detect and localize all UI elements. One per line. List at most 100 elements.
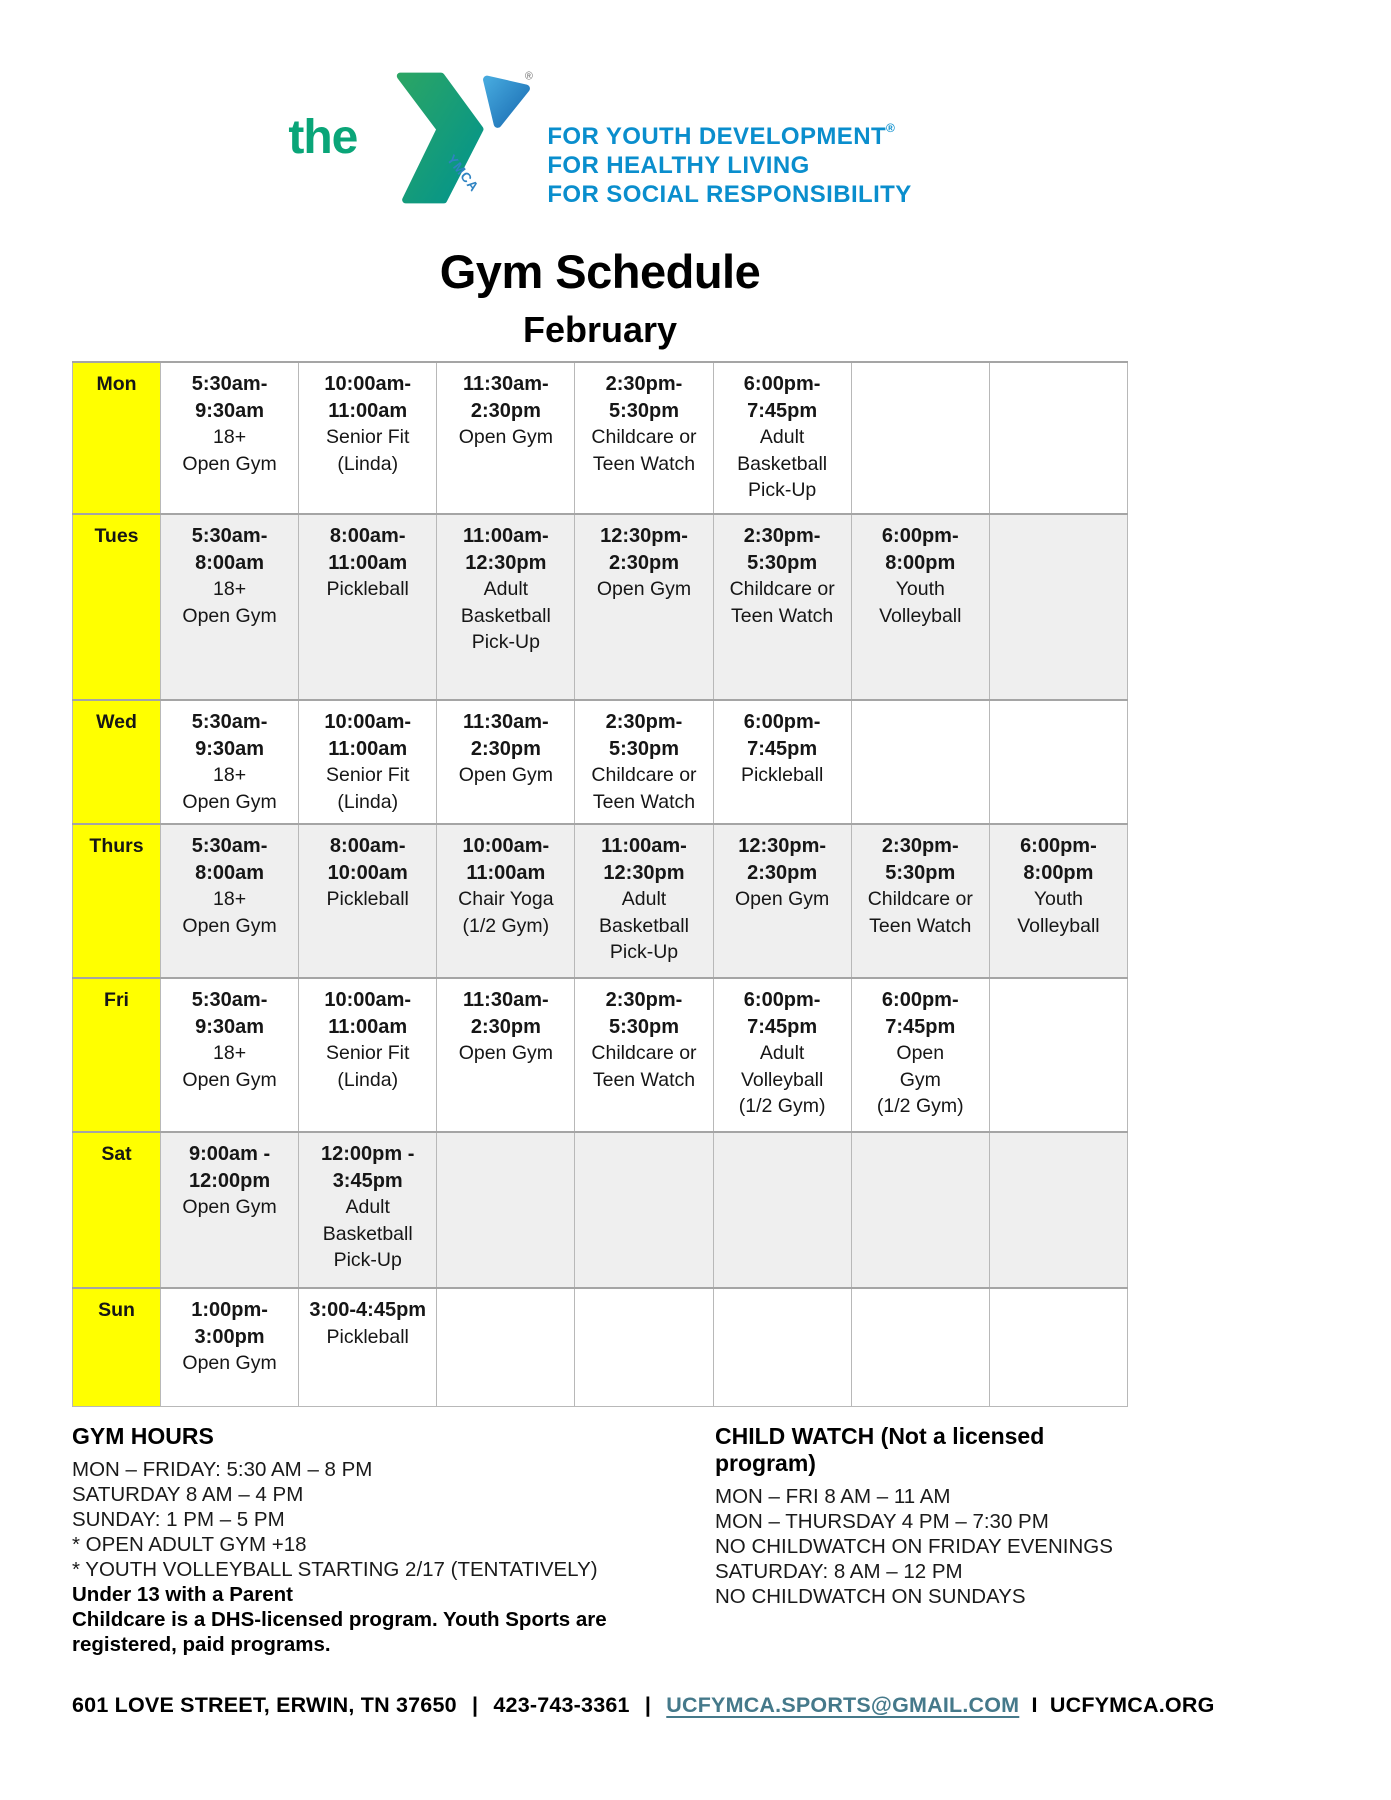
ymca-logo: the YMCA ® FOR YOUTH DEVELOPMENT® FOR HE… <box>72 62 1128 214</box>
slot-time: 11:30am- 2:30pm <box>463 711 549 760</box>
slot-activity: Senior Fit (Linda) <box>325 1042 410 1091</box>
schedule-slot: 10:00am- 11:00am Senior Fit (Linda) <box>298 699 438 825</box>
page-content: the YMCA ® FOR YOUTH DEVELOPMENT® FOR HE… <box>72 0 1214 1718</box>
schedule-row-sun: Sun 1:00pm- 3:00pm Open Gym 3:00-4:45pm Pickl… <box>72 1287 1129 1407</box>
footer-separator-1: | <box>471 1692 479 1717</box>
slot-activity: Childcare or Teen Watch <box>867 888 973 937</box>
slot-time: 3:00-4:45pm <box>309 1299 427 1321</box>
schedule-slot: 5:30am- 9:30am 18+ Open Gym <box>159 699 300 825</box>
schedule-slot: 6:00pm- 8:00pm Youth Volleyball <box>850 513 990 701</box>
slot-activity: 18+ Open Gym <box>182 764 277 813</box>
footer-separator-2: | <box>644 1692 652 1717</box>
schedule-slot-empty <box>988 699 1129 825</box>
schedule-slot: 5:30am- 9:30am 18+ Open Gym <box>159 361 300 515</box>
footer-website: UCFYMCA.ORG <box>1049 1692 1215 1717</box>
slot-time: 12:30pm- 2:30pm <box>600 525 688 574</box>
slot-time: 6:00pm- 7:45pm <box>743 711 821 760</box>
slot-activity: 18+ Open Gym <box>182 578 277 627</box>
child-watch-heading: CHILD WATCH (Not a licensed program) <box>715 1422 1045 1476</box>
slot-time: 11:30am- 2:30pm <box>463 989 549 1038</box>
slot-activity: Childcare or Teen Watch <box>591 764 697 813</box>
schedule-slot-empty <box>712 1287 852 1407</box>
schedule-slot-empty <box>850 361 990 515</box>
footer-contact-line: 601 LOVE STREET, ERWIN, TN 37650 | 423-7… <box>72 1692 1214 1718</box>
schedule-slot-empty <box>712 1131 852 1289</box>
schedule-slot: 8:00am- 11:00am Pickleball <box>298 513 438 701</box>
gym-hours-line-4: * OPEN ADULT GYM +18 <box>72 1532 307 1556</box>
slot-time: 2:30pm- 5:30pm <box>881 835 959 884</box>
schedule-row-tues: Tues 5:30am- 8:00am 18+ Open Gym 8:00am- 11:00… <box>72 513 1129 701</box>
schedule-slot: 2:30pm- 5:30pm Childcare or Teen Watch <box>712 513 852 701</box>
slot-time: 6:00pm- 7:45pm <box>743 989 821 1038</box>
schedule-slot: 10:00am- 11:00am Senior Fit (Linda) <box>298 977 438 1133</box>
gym-hours-lines: MON – FRIDAY: 5:30 AM – 8 PM SATURDAY 8 A… <box>72 1457 715 1657</box>
slot-time: 8:00am- 10:00am <box>327 835 408 884</box>
schedule-row-mon: Mon 5:30am- 9:30am 18+ Open Gym 10:00am- 11:00… <box>72 361 1129 515</box>
slot-activity: 18+ Open Gym <box>182 1042 277 1091</box>
slot-activity: Childcare or Teen Watch <box>729 578 835 627</box>
schedule-slot: 6:00pm- 8:00pm Youth Volleyball <box>988 823 1129 979</box>
day-label: Tues <box>72 513 161 701</box>
gym-hours-line-7: Childcare is a DHS-licensed program. You… <box>72 1607 607 1656</box>
slot-time: 10:00am- 11:00am <box>324 989 412 1038</box>
slot-time: 6:00pm- 7:45pm <box>743 373 821 422</box>
slot-time: 5:30am- 8:00am <box>191 525 268 574</box>
slot-time: 2:30pm- 5:30pm <box>743 525 821 574</box>
schedule-slot: 1:00pm- 3:00pm Open Gym <box>159 1287 300 1407</box>
slot-time: 2:30pm- 5:30pm <box>605 711 683 760</box>
slot-time: 10:00am- 11:00am <box>324 373 412 422</box>
schedule-slot: 9:00am -12:00pm Open Gym <box>159 1131 300 1289</box>
slot-activity: Adult Volleyball (1/2 Gym) <box>738 1042 826 1117</box>
schedule-slot: 2:30pm- 5:30pm Childcare or Teen Watch <box>574 977 714 1133</box>
slot-activity: Open Gym <box>182 1196 277 1218</box>
slot-activity: Open Gym <box>734 888 830 910</box>
schedule-slot-empty <box>988 513 1129 701</box>
month-subtitle: February <box>522 309 678 350</box>
page-title: Gym Schedule <box>439 245 761 298</box>
slot-time: 9:00am -12:00pm <box>188 1143 271 1192</box>
child-watch-line-5: NO CHILDWATCH ON SUNDAYS <box>715 1584 1026 1608</box>
schedule-slot: 5:30am- 8:00am 18+ Open Gym <box>159 823 300 979</box>
footer-email-link[interactable]: UCFYMCA.SPORTS@GMAIL.COM <box>666 1692 1020 1717</box>
gym-hours-line-5: * YOUTH VOLLEYBALL STARTING 2/17 (TENTAT… <box>72 1557 598 1581</box>
slot-activity: Open Gym <box>458 1042 553 1064</box>
logo-taglines: FOR YOUTH DEVELOPMENT® FOR HEALTHY LIVIN… <box>547 114 911 209</box>
gym-hours-line-1: MON – FRIDAY: 5:30 AM – 8 PM <box>72 1457 373 1481</box>
gym-hours-line-3: SUNDAY: 1 PM – 5 PM <box>72 1507 285 1531</box>
slot-activity: Pickleball <box>326 888 409 910</box>
slot-time: 5:30am- 9:30am <box>191 989 268 1038</box>
slot-time: 1:00pm- 3:00pm <box>191 1299 268 1348</box>
schedule-slot: 12:30pm- 2:30pm Open Gym <box>574 513 714 701</box>
slot-time: 5:30am- 8:00am <box>191 835 268 884</box>
schedule-slot: 11:30am- 2:30pm Open Gym <box>436 977 576 1133</box>
slot-time: 6:00pm- 8:00pm <box>881 525 959 574</box>
slot-time: 2:30pm- 5:30pm <box>605 373 683 422</box>
slot-activity: Adult Basketball Pick-Up <box>322 1196 413 1271</box>
slot-activity: Open Gym <box>182 1352 277 1374</box>
slot-time: 11:30am- 2:30pm <box>463 373 549 422</box>
child-watch-line-1: MON – FRI 8 AM – 11 AM <box>715 1484 951 1508</box>
slot-activity: Adult Basketball Pick-Up <box>460 578 551 653</box>
slot-activity: Open Gym <box>596 578 692 600</box>
slot-activity: Youth Volleyball <box>879 578 962 627</box>
schedule-slot-empty <box>436 1131 576 1289</box>
slot-activity: 18+ Open Gym <box>182 426 277 475</box>
slot-activity: Senior Fit (Linda) <box>325 764 410 813</box>
schedule-slot-empty <box>850 1287 990 1407</box>
slot-activity: Adult Basketball Pick-Up <box>599 888 689 963</box>
schedule-slot: 5:30am- 9:30am 18+ Open Gym <box>159 977 300 1133</box>
schedule-slot: 6:00pm- 7:45pm Adult Volleyball (1/2 Gym) <box>712 977 852 1133</box>
slot-activity: Open Gym <box>458 764 553 786</box>
child-watch-line-4: SATURDAY: 8 AM – 12 PM <box>715 1559 963 1583</box>
slot-time: 11:00am- 12:30pm <box>601 835 687 884</box>
ymca-y-icon: YMCA ® <box>397 71 533 204</box>
slot-time: 10:00am- 11:00am <box>324 711 412 760</box>
tagline-healthy: FOR HEALTHY LIVING <box>547 152 810 179</box>
child-watch-line-2: MON – THURSDAY 4 PM – 7:30 PM <box>715 1509 1049 1533</box>
slot-time: 11:00am- 12:30pm <box>463 525 549 574</box>
gym-hours-block: GYM HOURS MON – FRIDAY: 5:30 AM – 8 PM SA… <box>72 1423 715 1657</box>
day-label: Mon <box>72 361 161 515</box>
gym-hours-line-6: Under 13 with a Parent <box>72 1582 294 1606</box>
slot-activity: Youth Volleyball <box>1017 888 1100 937</box>
schedule-slot-empty <box>574 1131 714 1289</box>
